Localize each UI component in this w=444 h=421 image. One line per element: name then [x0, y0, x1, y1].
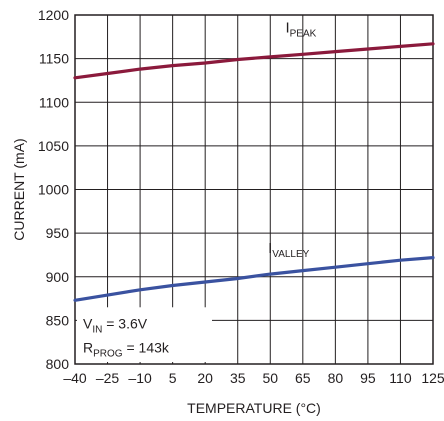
x-tick-label: 5 — [169, 370, 177, 386]
y-tick-label: 1100 — [39, 94, 69, 110]
condition-label: RPROG = 143k — [83, 339, 170, 359]
y-tick-label: 800 — [46, 356, 70, 372]
x-tick-label: –25 — [96, 370, 120, 386]
x-tick-label: 35 — [230, 370, 246, 386]
x-tick-label: 110 — [389, 370, 412, 386]
conditions-background — [77, 307, 212, 362]
y-tick-label: 1000 — [38, 182, 69, 198]
y-tick-label: 1150 — [39, 51, 69, 67]
series-label-peak: IPEAK — [285, 19, 316, 39]
plot-frame — [74, 14, 434, 365]
series-labels: IPEAK IVALLEY — [268, 19, 317, 260]
x-axis-title: TEMPERATURE (°C) — [187, 400, 321, 416]
x-tick-labels: –40 –25 –10 5 20 35 50 65 80 95 110 125 — [63, 370, 444, 386]
y-axis-title: CURRENT (mA) — [11, 138, 27, 240]
series-line-valley — [73, 256, 435, 302]
x-tick-label: 65 — [295, 370, 311, 386]
y-tick-label: 1200 — [38, 7, 69, 23]
x-tick-label: 95 — [360, 370, 376, 386]
x-tick-label: 125 — [421, 370, 444, 386]
series-line-peak — [73, 42, 435, 80]
series-label-valley: IVALLEY — [268, 240, 310, 260]
x-tick-label: 50 — [262, 370, 278, 386]
condition-label: VIN = 3.6V — [83, 315, 148, 335]
y-tick-label: 950 — [46, 225, 70, 241]
conditions-box: VIN = 3.6V RPROG = 143k — [77, 307, 212, 362]
y-tick-labels: 800 850 900 950 1000 1050 1100 1150 1200 — [38, 7, 69, 372]
y-tick-label: 850 — [46, 312, 70, 328]
y-tick-label: 900 — [46, 269, 70, 285]
x-tick-label: 20 — [197, 370, 213, 386]
series-lines — [73, 42, 435, 302]
x-tick-label: –10 — [128, 370, 152, 386]
x-tick-label: –40 — [63, 370, 87, 386]
x-tick-label: 80 — [328, 370, 344, 386]
y-tick-label: 1050 — [38, 138, 69, 154]
